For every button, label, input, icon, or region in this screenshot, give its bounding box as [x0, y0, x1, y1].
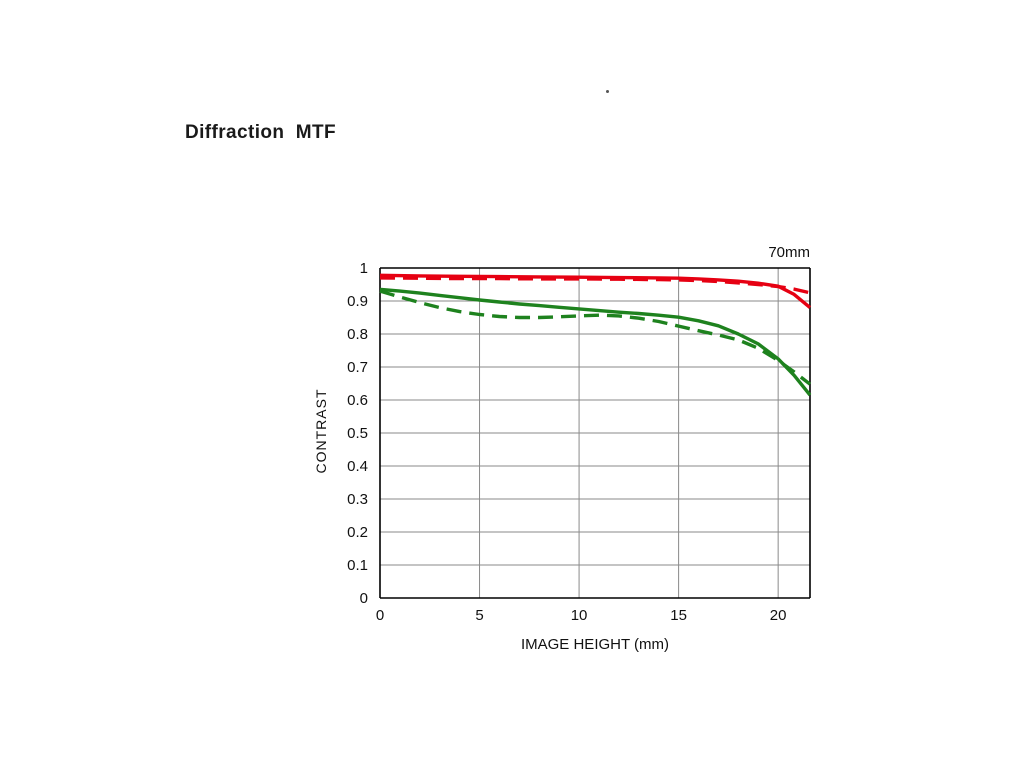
series-green-solid	[379, 287, 812, 397]
y-tick-label: 0.4	[347, 458, 368, 475]
chart-title: Diffraction MTF	[185, 122, 336, 143]
series-red-dashed	[379, 276, 811, 295]
y-tick-label: 0.8	[347, 326, 368, 343]
y-tick-label: 0	[360, 590, 368, 607]
y-tick-label: 0.6	[347, 392, 368, 409]
focal-length-label: 70mm	[768, 244, 810, 261]
x-tick-label: 5	[475, 607, 483, 624]
x-tick-label: 10	[571, 607, 588, 624]
y-tick-label: 0.5	[347, 425, 368, 442]
y-tick-label: 0.9	[347, 293, 368, 310]
x-tick-label: 15	[670, 607, 687, 624]
stray-dot	[606, 90, 609, 93]
x-axis-label: IMAGE HEIGHT (mm)	[520, 636, 670, 653]
y-tick-label: 0.2	[347, 524, 368, 541]
y-tick-label: 0.3	[347, 491, 368, 508]
y-tick-label: 0.7	[347, 359, 368, 376]
series-green-dashed	[379, 289, 812, 386]
x-tick-label: 20	[770, 607, 787, 624]
y-tick-label: 1	[360, 260, 368, 277]
x-tick-label: 0	[376, 607, 384, 624]
y-tick-label: 0.1	[347, 557, 368, 574]
